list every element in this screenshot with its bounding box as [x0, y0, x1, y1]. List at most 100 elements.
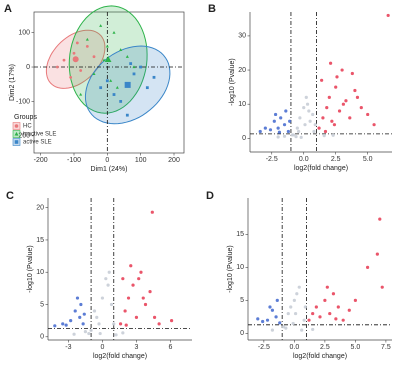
x-axis-label: log2(fold change): [294, 165, 348, 172]
y-axis-label: -log10 (Pvalue): [27, 245, 34, 292]
point: [325, 106, 329, 110]
point: [291, 321, 295, 326]
x-tick-label: 200: [168, 157, 180, 164]
point: [150, 210, 154, 214]
point: [292, 298, 296, 302]
point: [98, 331, 102, 336]
point: [72, 332, 76, 336]
point: [327, 95, 331, 99]
x-tick-label: 7.5: [381, 344, 391, 351]
legend-marker: [14, 131, 19, 136]
y-axis-label: -log10 (Pvalue): [229, 58, 236, 105]
point: [64, 323, 68, 327]
x-tick-label: 5.0: [363, 156, 373, 163]
point: [320, 78, 324, 82]
y-tick-label: 30: [238, 33, 246, 40]
point: [284, 326, 288, 330]
point: [53, 324, 57, 328]
point: [114, 333, 118, 337]
point: [340, 68, 344, 72]
y-tick-label: 0: [26, 64, 30, 71]
point: [313, 123, 317, 127]
point: [323, 129, 328, 134]
point: [332, 123, 337, 127]
point: [334, 317, 338, 321]
point: [337, 109, 342, 113]
point: [75, 296, 80, 300]
point: [275, 298, 279, 302]
y-tick-label: 0: [240, 330, 244, 337]
point: [331, 133, 335, 137]
point: [81, 322, 85, 326]
point: [380, 285, 384, 289]
point: [290, 133, 294, 137]
x-tick-label: 2.5: [320, 344, 330, 351]
point: [129, 62, 133, 65]
legend-marker: [14, 124, 19, 128]
point: [302, 106, 306, 110]
y-tick-label: 15: [36, 237, 44, 244]
point: [334, 85, 338, 89]
legend-label: active SLE: [23, 140, 52, 146]
point: [85, 44, 89, 48]
y-tick-label: 20: [238, 67, 246, 74]
point: [139, 270, 143, 274]
point: [272, 119, 276, 123]
panel-0: A -200 -100 0 100 200 -200 -100 0 100 Dim1 (24%) Di…: [4, 3, 185, 173]
point: [265, 318, 270, 322]
point: [109, 79, 113, 82]
point: [312, 129, 316, 134]
point: [295, 126, 299, 130]
x-tick-label: -100: [67, 157, 81, 164]
point: [350, 71, 354, 76]
y-tick-label: 5: [240, 297, 244, 304]
point: [102, 58, 106, 62]
point: [348, 116, 352, 120]
x-tick-label: 0: [100, 344, 104, 351]
point: [298, 116, 302, 120]
group-mean: [124, 81, 131, 88]
x-tick-label: -3: [65, 344, 71, 351]
point: [317, 126, 321, 130]
x-axis-label: log2(fold change): [93, 353, 147, 360]
y-tick-label: 10: [36, 269, 44, 276]
point: [365, 265, 370, 269]
point: [286, 129, 290, 134]
point: [107, 270, 111, 274]
point: [73, 309, 77, 313]
point: [97, 322, 101, 326]
point: [95, 315, 99, 320]
point: [293, 311, 298, 316]
point: [143, 302, 148, 307]
point: [124, 323, 128, 327]
point: [386, 13, 390, 18]
panel-2: C -3 0 3 6 0 5 10 15 20 log2(fold change) -log10 (P…: [6, 190, 192, 360]
point: [106, 283, 110, 287]
point: [353, 298, 357, 302]
point: [109, 302, 114, 307]
point: [325, 285, 329, 289]
point: [304, 95, 308, 99]
point: [282, 123, 287, 127]
legend-label: HC: [23, 124, 32, 130]
point: [119, 100, 123, 103]
x-tick-label: 6: [169, 344, 173, 351]
y-tick-label: 10: [238, 101, 246, 108]
point: [99, 86, 103, 90]
point: [295, 292, 299, 296]
point: [372, 123, 376, 127]
point: [92, 309, 97, 313]
point: [256, 317, 260, 321]
point: [118, 322, 123, 326]
x-tick-label: 0.0: [290, 344, 300, 351]
point: [341, 102, 345, 106]
point: [353, 88, 357, 93]
point: [300, 328, 304, 332]
point: [282, 134, 287, 138]
panel-label: A: [4, 3, 12, 15]
point: [314, 305, 318, 309]
y-axis-label: Dim2 (17%): [9, 64, 16, 101]
legend-marker: [14, 140, 19, 144]
point: [303, 305, 307, 309]
